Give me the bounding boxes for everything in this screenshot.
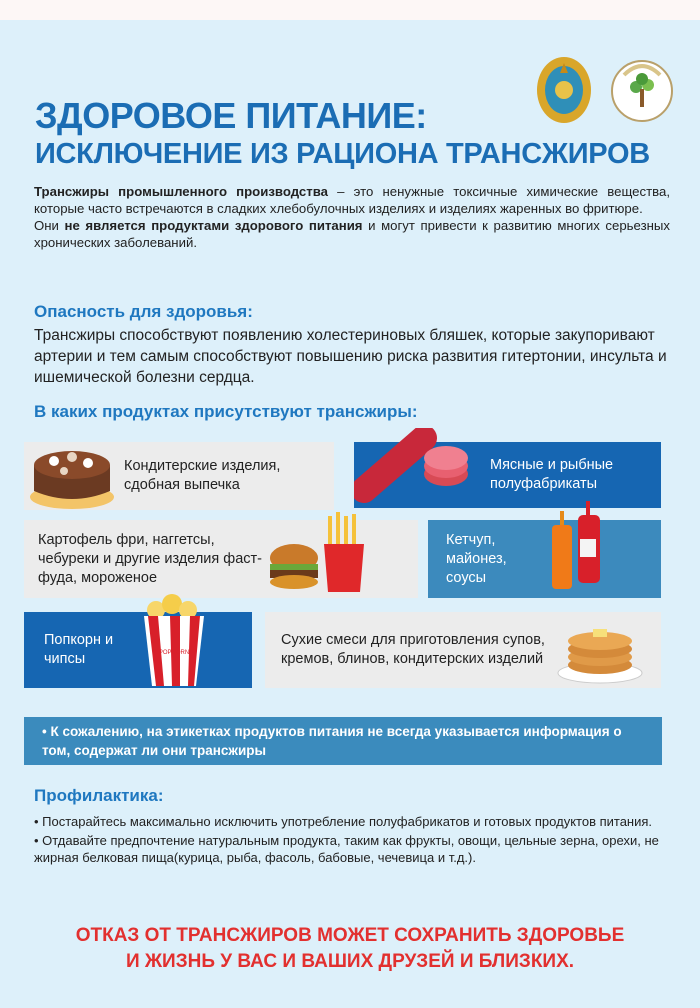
labels-note: • К сожалению, на этикетках продуктов пи…: [24, 717, 662, 765]
intro-paragraph: Трансжиры промышленного производства – э…: [34, 183, 670, 251]
kazakhstan-emblem-icon: [535, 55, 593, 125]
pancakes-icon: [555, 615, 645, 685]
title-line2: ИСКЛЮЧЕНИЕ ИЗ РАЦИОНА ТРАНСЖИРОВ: [35, 138, 650, 170]
public-health-logo-icon: [610, 55, 674, 125]
products-heading: В каких продуктах присутствуют трансжиры…: [34, 402, 418, 421]
prevention-bullet: • Постарайтесь максимально исключить упо…: [34, 814, 653, 829]
product-card-fastfood: Картофель фри, наггетсы, чебуреки и друг…: [24, 512, 418, 598]
footer-line2: И ЖИЗНЬ У ВАС И ВАШИХ ДРУЗЕЙ И БЛИЗКИХ.: [125, 951, 575, 972]
product-card-confectionery: Кондитерские изделия, сдобная выпечка: [24, 442, 334, 510]
prevention-heading: Профилактика:: [34, 786, 164, 805]
intro-bold2: не является продуктами здорового питания: [64, 218, 363, 233]
product-label: Мясные и рыбные полуфабрикаты: [490, 457, 614, 492]
cake-icon: [24, 441, 124, 511]
product-card-popcorn: Попкорн и чипсы POPCORN: [24, 594, 252, 690]
intro-text1: – это ненужные токсичные химические веще…: [34, 184, 670, 216]
intro-text2b: и могут привести к развитию многих серье…: [34, 218, 670, 250]
title-line1: ЗДОРОВОЕ ПИТАНИЕ:: [35, 95, 427, 136]
popcorn-icon: POPCORN: [134, 594, 214, 690]
product-card-meat: Мясные и рыбные полуфабрикаты: [354, 428, 661, 508]
product-label: Кондитерские изделия, сдобная выпечка: [124, 458, 281, 493]
product-card-sauces: Кетчуп, майонез, соусы: [428, 501, 661, 599]
danger-heading: Опасность для здоровья:: [34, 302, 253, 321]
poster: ЗДОРОВОЕ ПИТАНИЕ: ИСКЛЮЧЕНИЕ ИЗ РАЦИОНА …: [0, 20, 700, 1008]
prevention-bullet: • Отдавайте предпочтение натуральным про…: [34, 833, 659, 865]
popcorn-box-text: POPCORN: [159, 650, 189, 656]
sausage-icon: [354, 428, 484, 508]
product-label: Сухие смеси для приготовления супов, кре…: [281, 632, 545, 667]
sauce-bottles-icon: [538, 501, 618, 599]
footer-line1: ОТКАЗ ОТ ТРАНСЖИРОВ МОЖЕТ СОХРАНИТЬ ЗДОР…: [75, 925, 625, 946]
prevention-list: • Постарайтесь максимально исключить упо…: [34, 813, 684, 866]
intro-bold1: Трансжиры промышленного производства: [34, 184, 328, 199]
burger-fries-icon: [264, 512, 374, 598]
product-label: Картофель фри, наггетсы, чебуреки и друг…: [38, 531, 262, 586]
product-card-dry-mixes: Сухие смеси для приготовления супов, кре…: [265, 612, 661, 688]
intro-text2a: Они: [34, 218, 65, 233]
product-label: Кетчуп, майонез, соусы: [446, 531, 507, 586]
danger-text: Трансжиры способствуют появлению холесте…: [34, 327, 667, 386]
product-label: Попкорн и чипсы: [44, 632, 114, 667]
